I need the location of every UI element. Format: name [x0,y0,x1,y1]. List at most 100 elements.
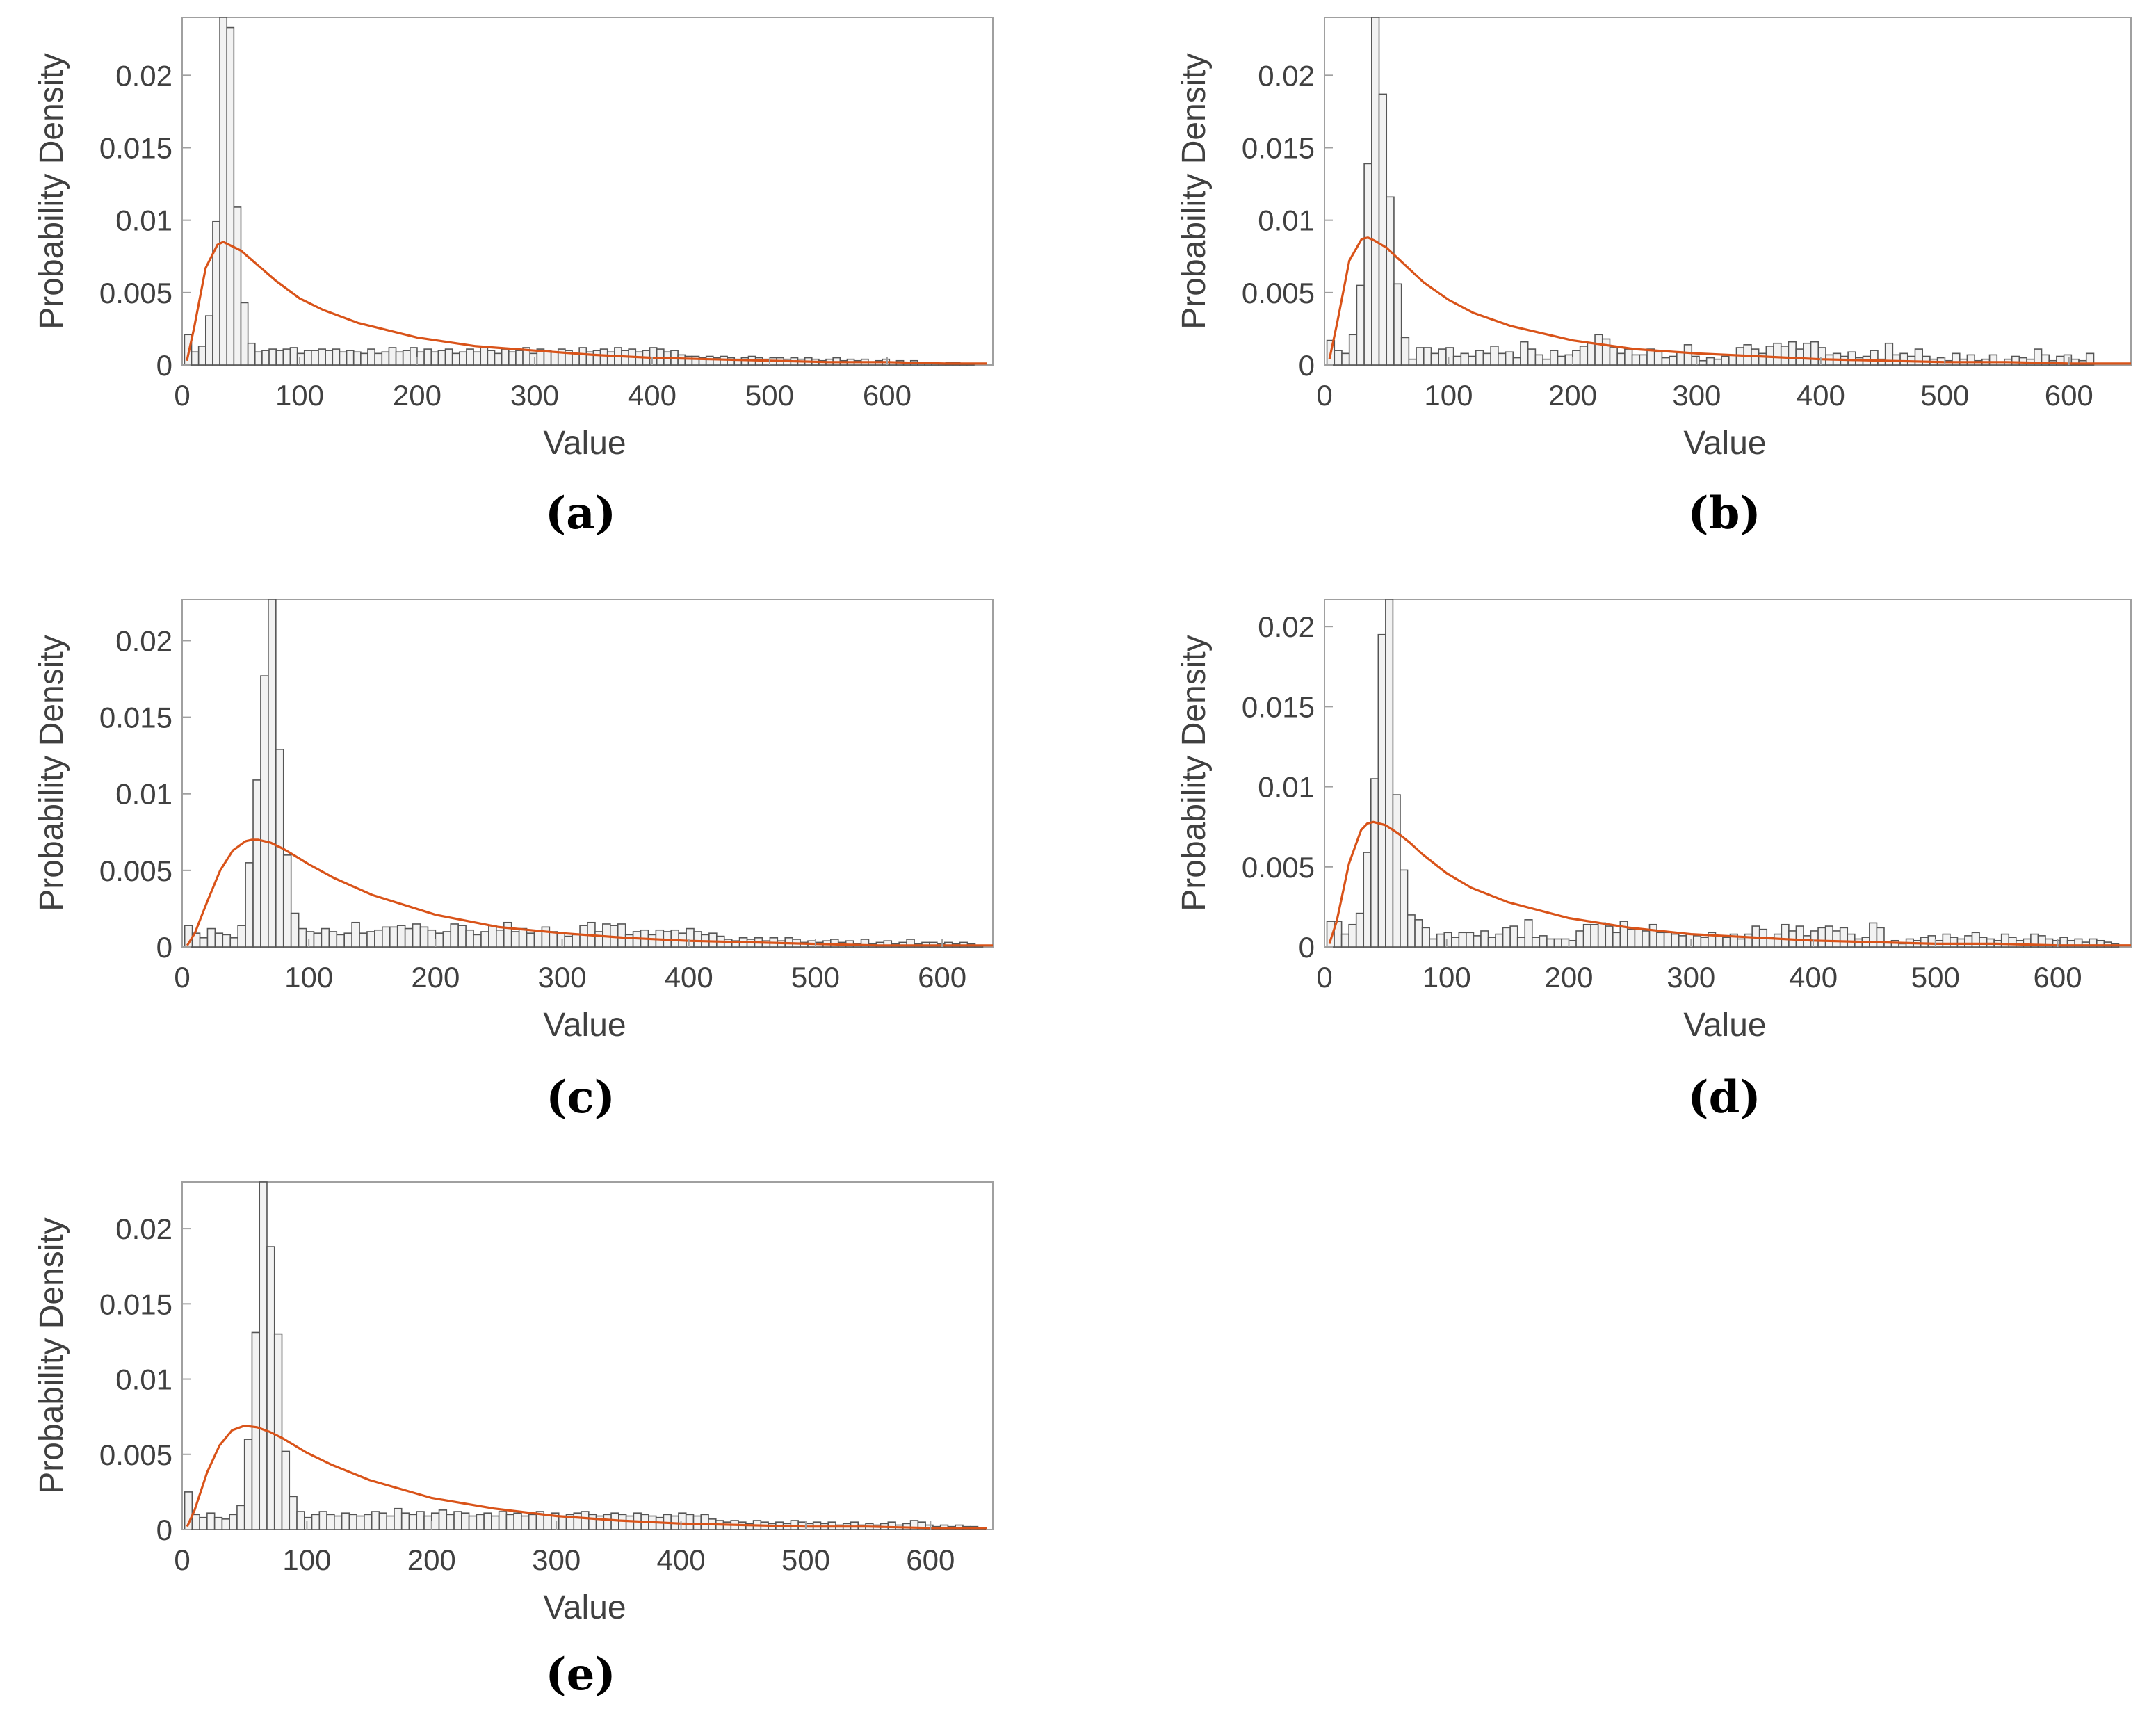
histogram-bar [450,923,459,948]
histogram-bar [740,357,749,366]
x-axis-label: Value [1683,425,1766,462]
histogram-bar [1590,923,1599,948]
histogram-bar [1340,933,1349,948]
histogram-bar [691,355,700,366]
histogram-bar [1691,355,1700,366]
panel-b: 0 100 200 300 400 500 600 0 0.005 0.01 0.015 0.02 Va… [1176,17,2132,540]
histogram-bar [247,342,256,366]
y-tick-label: 0.005 [99,277,172,309]
histogram-bar [229,937,238,948]
histogram-bar [199,937,209,948]
histogram-bar [298,927,307,948]
histogram-bar [468,1515,478,1530]
histogram-bar [594,931,603,948]
histogram-bar [1627,928,1636,948]
x-axis-label: Value [1683,1007,1766,1044]
histogram-bar [1884,342,1894,366]
y-tick-label: 0.005 [1242,277,1315,309]
histogram-bar [1421,927,1430,948]
histogram-bar [1371,17,1380,366]
histogram-bar [1445,347,1454,366]
y-tick-label: 0.01 [115,778,172,811]
histogram-bar [1355,912,1365,948]
x-tick-label: 500 [781,1543,830,1576]
histogram-bar [1400,337,1410,366]
y-axis-label: Probability Density [33,635,70,911]
x-tick-label: 100 [282,1543,331,1576]
histogram-bar [367,348,375,366]
histogram-bar [480,931,489,948]
histogram-bar [1854,938,1863,948]
histogram-bar [635,351,644,366]
histogram-bar [1605,925,1614,948]
histogram-bar [261,350,270,366]
histogram-bar [1758,352,1767,366]
histogram-bar [1377,633,1386,948]
histogram-bar [1505,351,1514,366]
histogram-bar [572,352,580,366]
histogram-bar [558,1515,567,1530]
histogram-bar [311,1514,321,1530]
histogram-bar [334,1515,343,1530]
histogram-bar [1539,935,1548,948]
histogram-bar [1870,350,1879,366]
histogram-bar [1386,196,1395,366]
histogram-bar [579,925,588,948]
histogram-bar [1466,932,1475,948]
x-tick-label: 0 [174,379,190,412]
histogram-bar [374,352,383,366]
x-axis-label: Value [543,1007,626,1044]
histogram-bar [240,302,249,366]
y-tick-label: 0 [156,931,172,964]
histogram-bar [1642,930,1651,948]
histogram-bar [508,351,517,366]
histogram-bar [670,929,679,948]
y-tick-label: 0 [1299,349,1315,382]
histogram-bar [206,927,216,948]
histogram-bar [1927,935,1936,948]
histogram-bar [494,352,503,366]
histogram-bar [1788,341,1797,366]
histogram-bar [521,1515,530,1530]
histogram-bar [423,1515,432,1530]
histogram-bar [237,925,246,948]
histogram-bar [1408,358,1417,366]
histogram-bar [1964,935,1973,948]
x-tick-label: 0 [1316,961,1332,994]
histogram-bar [191,1514,200,1530]
histogram-bar [430,351,439,366]
fit-curve [186,241,987,365]
histogram-bar [1550,350,1559,366]
histogram-bar [226,26,235,366]
histogram-bar [1876,927,1885,948]
histogram-bar [461,1512,470,1530]
plot-frame [181,599,994,948]
histogram-bar [498,1511,508,1530]
histogram-bar [1370,778,1379,948]
histogram-bar [437,350,446,366]
histogram-bar [275,350,284,366]
histogram-bar [599,348,608,366]
histogram-bar [1561,938,1570,948]
histogram-bar [296,352,305,366]
plot-frame [181,17,994,366]
histogram-bar [1597,922,1607,948]
y-tick-label: 0 [156,1514,172,1546]
histogram-bar [351,921,360,948]
histogram-bar [266,1246,275,1530]
histogram-bar [649,347,658,366]
panel-caption: (d) [1687,1071,1760,1124]
histogram-bar [336,934,345,948]
histogram-bar [402,350,411,366]
histogram-bar [459,351,467,366]
histogram-bar [1495,933,1504,948]
y-tick-label: 0.01 [115,1363,172,1396]
fit-curve [1328,820,2131,947]
histogram-bar [343,932,352,948]
histogram-bar [1616,352,1626,366]
y-tick-label: 0.02 [1258,610,1315,643]
histogram-bar [1773,933,1783,948]
y-tick-label: 0.015 [99,1288,172,1320]
panel-caption: (b) [1687,487,1760,540]
histogram-bar [1348,923,1357,948]
